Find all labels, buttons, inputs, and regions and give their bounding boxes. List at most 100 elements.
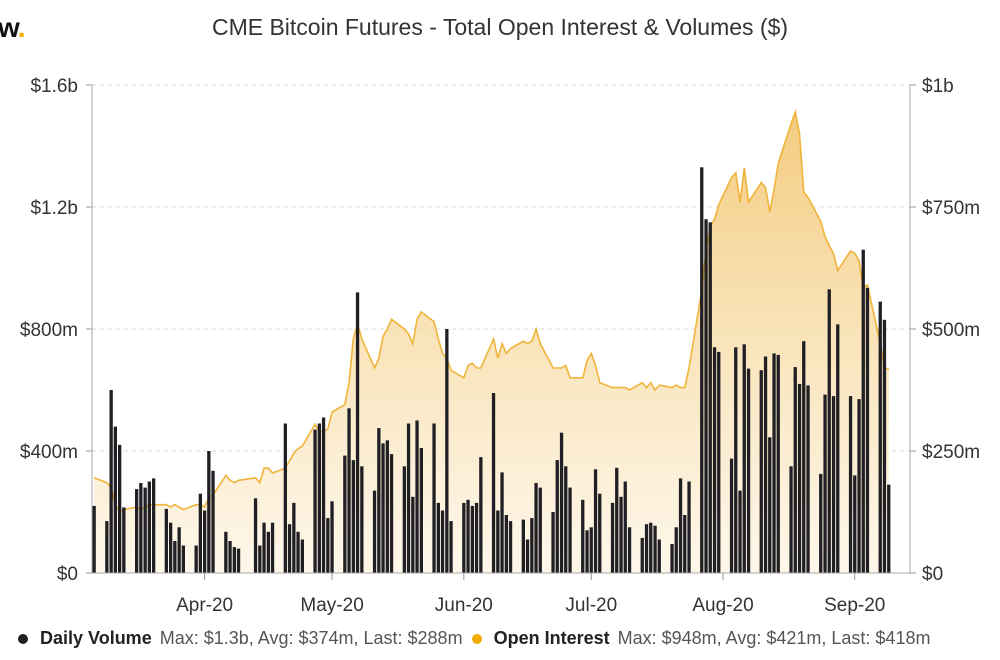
volume-bar[interactable] [615, 467, 619, 573]
volume-bar[interactable] [321, 417, 326, 574]
volume-bar[interactable] [203, 510, 207, 574]
volume-bar[interactable] [169, 522, 173, 573]
volume-bar[interactable] [385, 440, 389, 573]
volume-bar[interactable] [551, 512, 555, 573]
volume-bar[interactable] [381, 443, 385, 573]
volume-bar[interactable] [436, 502, 440, 573]
legend-item-volume[interactable]: Daily Volume Max: $1.3b, Avg: $374m, Last… [18, 628, 463, 649]
volume-bar[interactable] [806, 385, 810, 573]
volume-bar[interactable] [440, 510, 445, 574]
volume-bar[interactable] [343, 455, 347, 573]
volume-bar[interactable] [317, 423, 321, 574]
volume-bar[interactable] [619, 496, 623, 574]
volume-bar[interactable] [232, 547, 236, 573]
volume-bar[interactable] [300, 539, 304, 574]
volume-bar[interactable] [164, 508, 168, 573]
volume-bar[interactable] [857, 399, 861, 573]
volume-bar[interactable] [283, 423, 287, 574]
volume-bar[interactable] [534, 483, 538, 573]
volume-bar[interactable] [555, 460, 559, 573]
volume-bar[interactable] [827, 289, 831, 573]
volume-bar[interactable] [500, 472, 504, 573]
volume-bar[interactable] [525, 539, 530, 574]
volume-bar[interactable] [559, 432, 564, 573]
volume-bar[interactable] [211, 470, 215, 573]
volume-bar[interactable] [878, 301, 882, 573]
volume-bar[interactable] [173, 541, 177, 573]
volume-bar[interactable] [797, 383, 802, 573]
volume-bar[interactable] [360, 466, 364, 574]
volume-bar[interactable] [355, 292, 360, 573]
volume-bar[interactable] [657, 539, 661, 574]
volume-bar[interactable] [768, 437, 772, 573]
volume-bar[interactable] [287, 524, 292, 573]
volume-bar[interactable] [836, 324, 840, 573]
volume-bar[interactable] [700, 167, 704, 574]
volume-bar[interactable] [564, 466, 568, 574]
volume-bar[interactable] [585, 530, 589, 573]
volume-bar[interactable] [152, 478, 156, 573]
volume-bar[interactable] [819, 473, 823, 573]
volume-bar[interactable] [742, 344, 746, 574]
volume-bar[interactable] [377, 428, 381, 573]
volume-bar[interactable] [568, 487, 572, 573]
volume-bar[interactable] [372, 490, 377, 573]
volume-bar[interactable] [326, 518, 330, 573]
volume-bar[interactable] [793, 367, 797, 573]
volume-bar[interactable] [236, 548, 241, 573]
volume-bar[interactable] [139, 483, 143, 573]
volume-bar[interactable] [763, 356, 768, 574]
volume-bar[interactable] [627, 527, 632, 574]
volume-bar[interactable] [105, 521, 109, 573]
volume-bar[interactable] [640, 537, 644, 573]
volume-bar[interactable] [411, 496, 415, 574]
volume-bar[interactable] [92, 505, 96, 573]
volume-bar[interactable] [623, 481, 627, 574]
volume-bar[interactable] [678, 478, 683, 573]
volume-bar[interactable] [262, 522, 266, 573]
volume-bar[interactable] [491, 393, 496, 573]
volume-bar[interactable] [759, 370, 763, 573]
volume-bar[interactable] [296, 531, 300, 573]
volume-bar[interactable] [258, 545, 262, 574]
volume-bar[interactable] [581, 499, 585, 573]
volume-bar[interactable] [598, 493, 602, 573]
volume-bar[interactable] [530, 518, 534, 573]
volume-bar[interactable] [432, 423, 436, 574]
volume-bar[interactable] [406, 423, 411, 574]
volume-bar[interactable] [683, 515, 687, 573]
volume-bar[interactable] [538, 487, 542, 573]
volume-bar[interactable] [135, 489, 139, 573]
volume-bar[interactable] [496, 510, 500, 574]
volume-bar[interactable] [224, 531, 228, 573]
volume-bar[interactable] [479, 457, 483, 573]
volume-bar[interactable] [687, 481, 691, 574]
volume-bar[interactable] [122, 507, 126, 573]
volume-bar[interactable] [717, 351, 721, 573]
volume-bar[interactable] [198, 493, 202, 573]
volume-bar[interactable] [823, 394, 827, 573]
volume-bar[interactable] [649, 522, 653, 573]
volume-bar[interactable] [644, 524, 649, 573]
volume-bar[interactable] [466, 499, 470, 573]
volume-bar[interactable] [402, 466, 406, 574]
volume-bar[interactable] [118, 444, 122, 573]
volume-bar[interactable] [610, 502, 615, 573]
volume-bar[interactable] [253, 498, 258, 573]
volume-bar[interactable] [865, 287, 870, 573]
volume-bar[interactable] [653, 525, 657, 573]
volume-bar[interactable] [270, 522, 275, 573]
volume-bar[interactable] [861, 249, 865, 573]
volume-bar[interactable] [474, 502, 479, 573]
volume-bar[interactable] [228, 541, 232, 573]
volume-bar[interactable] [848, 396, 853, 573]
volume-bar[interactable] [504, 515, 508, 573]
volume-bar[interactable] [330, 501, 334, 573]
volume-bar[interactable] [712, 347, 717, 573]
volume-bar[interactable] [470, 505, 474, 573]
volume-bar[interactable] [674, 527, 678, 574]
volume-bar[interactable] [389, 454, 394, 573]
volume-bar[interactable] [776, 354, 780, 573]
volume-bar[interactable] [593, 469, 598, 573]
volume-bar[interactable] [882, 319, 887, 573]
